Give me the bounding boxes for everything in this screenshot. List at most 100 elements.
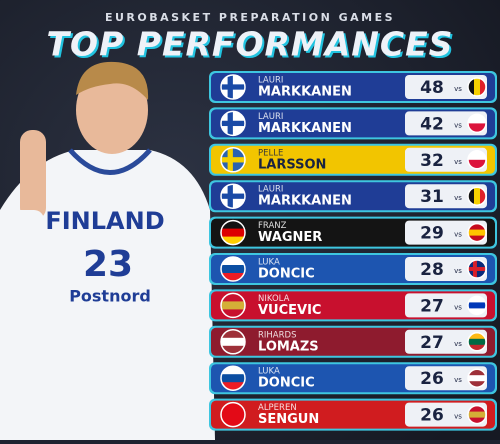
vs-label: vs bbox=[454, 231, 462, 239]
score-box bbox=[405, 257, 487, 281]
last-name: VUCEVIC bbox=[258, 303, 321, 318]
flag-ring bbox=[220, 219, 246, 246]
flag-stripe bbox=[468, 150, 486, 161]
flag-ring bbox=[467, 332, 487, 352]
sleeve bbox=[0, 210, 44, 270]
title: TOP PERFORMANCES bbox=[47, 25, 454, 64]
flag-stripe bbox=[221, 382, 245, 391]
vs-label: vs bbox=[454, 340, 462, 348]
title-shadow: TOP PERFORMANCES bbox=[49, 27, 456, 66]
flag-stripe bbox=[474, 187, 481, 206]
first-name: NIKOLA bbox=[258, 294, 290, 304]
flag-ring bbox=[467, 368, 487, 388]
flag-ring bbox=[220, 292, 246, 319]
score-box bbox=[405, 366, 487, 391]
flag-cross bbox=[227, 75, 233, 99]
flag-cross bbox=[227, 111, 233, 136]
opponent-flag bbox=[468, 369, 486, 388]
flag-cross bbox=[472, 260, 477, 278]
collar bbox=[68, 148, 152, 175]
first-name: RIHARDS bbox=[258, 330, 296, 340]
flag-stripe bbox=[468, 114, 486, 124]
flag-stripe bbox=[468, 302, 486, 309]
last-name: DONCIC bbox=[258, 376, 315, 391]
last-name: LARSSON bbox=[258, 157, 326, 172]
opponent-flag bbox=[468, 296, 486, 315]
first-name: FRANZ bbox=[258, 221, 287, 231]
player-flag bbox=[221, 257, 245, 281]
flag-ring bbox=[220, 401, 246, 428]
flag-ring bbox=[220, 110, 246, 137]
score-box bbox=[405, 220, 487, 245]
flag-stripe bbox=[468, 187, 475, 206]
player-flag bbox=[221, 366, 245, 391]
flag-stripe bbox=[468, 344, 486, 351]
flag-stripe bbox=[468, 229, 486, 237]
flag-stripe bbox=[221, 301, 245, 310]
flag-stripe bbox=[221, 293, 245, 302]
player-photo: FINLAND 23 Postnord bbox=[0, 61, 215, 440]
jersey bbox=[0, 150, 215, 440]
flag-cross bbox=[221, 193, 245, 199]
first-name: LAURI bbox=[258, 185, 283, 195]
player-flag bbox=[221, 220, 245, 245]
opponent-flag bbox=[468, 260, 486, 278]
flag-stripe bbox=[468, 235, 486, 242]
flag-stripe bbox=[221, 309, 245, 318]
flag-stripe bbox=[468, 338, 486, 346]
flag-stripe bbox=[468, 223, 486, 231]
vs-label: vs bbox=[454, 267, 462, 275]
score-box bbox=[405, 147, 487, 172]
vs-label: vs bbox=[454, 303, 462, 311]
flag-ring bbox=[467, 113, 487, 134]
flag-stripe bbox=[468, 405, 486, 413]
jersey-number: 23 bbox=[83, 244, 133, 285]
flag-stripe bbox=[468, 369, 486, 376]
flag-ring bbox=[220, 329, 246, 355]
flag-stripe bbox=[221, 374, 245, 383]
flag-cross bbox=[221, 120, 245, 127]
head bbox=[76, 66, 148, 154]
last-name: MARKKANEN bbox=[258, 85, 352, 100]
flag-stripe bbox=[468, 78, 475, 96]
vs-label: vs bbox=[454, 158, 462, 166]
flag-stripe bbox=[221, 228, 245, 238]
score-box bbox=[405, 75, 487, 99]
flag-stripe bbox=[474, 78, 481, 96]
flag-stripe bbox=[468, 123, 486, 133]
flag-cross bbox=[221, 157, 245, 163]
flag-stripe bbox=[480, 78, 486, 96]
vs-label: vs bbox=[454, 376, 462, 384]
flag-ring bbox=[220, 147, 246, 173]
points: 27 bbox=[420, 296, 444, 316]
flag-stripe bbox=[221, 337, 245, 347]
player-flag bbox=[221, 293, 245, 318]
first-name: LUKA bbox=[258, 258, 280, 268]
first-name: LUKA bbox=[258, 367, 280, 377]
opponent-flag bbox=[468, 405, 486, 424]
jersey-sponsor: Postnord bbox=[69, 287, 151, 306]
points: 26 bbox=[420, 369, 444, 389]
flag-ring bbox=[467, 222, 487, 243]
jersey-team: FINLAND bbox=[45, 207, 164, 235]
flag-ring bbox=[467, 150, 487, 170]
opponent-flag bbox=[468, 78, 486, 96]
last-name: LOMAZS bbox=[258, 339, 319, 354]
hair bbox=[76, 61, 149, 100]
flag-stripe bbox=[221, 366, 245, 375]
flag-stripe bbox=[468, 411, 486, 419]
flag-stripe bbox=[468, 159, 486, 169]
first-name: LAURI bbox=[258, 76, 283, 86]
score-box bbox=[405, 293, 487, 318]
points: 26 bbox=[420, 406, 444, 426]
flag-ring bbox=[467, 295, 487, 316]
